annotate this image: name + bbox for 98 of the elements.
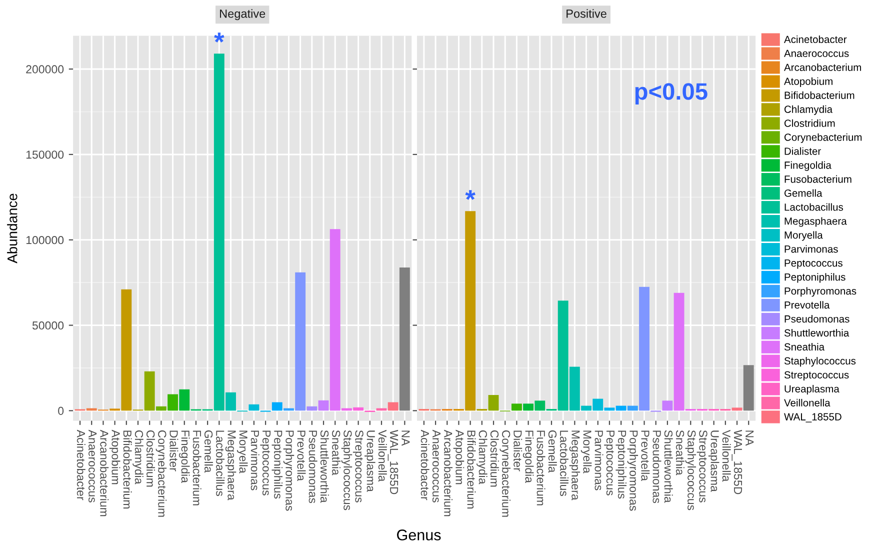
x-tick-label: Chlamydia [132, 430, 144, 484]
legend-label: Peptoniphilus [784, 273, 846, 283]
x-tick-label: Parvimonas [250, 430, 260, 490]
annotation: p<0.05 [635, 83, 708, 105]
x-tick-label: Peptoniphilus [616, 430, 626, 499]
legend-label: Gemella [784, 189, 822, 197]
legend-label: Parvimonas [784, 245, 838, 253]
legend-label: Dialister [784, 147, 821, 155]
legend-label: Porphyromonas [784, 287, 856, 297]
annotation: * [465, 190, 476, 200]
y-axis-title: Abundance [7, 194, 18, 264]
x-tick-label: Gemella [204, 430, 213, 473]
legend-label: Prevotella [784, 301, 830, 309]
legend-label: Staphylococcus [784, 356, 856, 367]
legend-label: Atopobium [784, 77, 832, 88]
x-tick-label: Anaerococcus [88, 430, 97, 502]
legend-label: Streptococcus [784, 371, 849, 381]
x-tick-label: NA [402, 430, 410, 446]
x-tick-label: Prevotella [297, 430, 306, 482]
legend-label: Chlamydia [784, 105, 833, 115]
legend-label: Pseudomonas [784, 315, 850, 323]
x-tick-label: Parvimonas [594, 430, 604, 490]
x-tick-label: Staphylococcus [341, 430, 352, 510]
chart-title: Negative [220, 9, 266, 20]
x-tick-label: Pseudomonas [652, 430, 662, 504]
x-tick-label: Pseudomonas [308, 430, 318, 504]
legend-label: Clostridium [784, 119, 835, 127]
x-tick-label: Dialister [170, 430, 178, 472]
x-tick-label: Shuttleworthia [320, 430, 329, 503]
x-tick-label: Clostridium [146, 430, 155, 487]
y-tick-label: 200000 [26, 65, 64, 74]
legend-label: Fusobacterium [784, 175, 852, 183]
annotation: * [214, 32, 224, 42]
x-tick-label: Sneathia [332, 430, 340, 476]
legend-label: Lactobacillus [784, 203, 844, 211]
x-tick-label: WAL_1855D [388, 430, 398, 494]
x-tick-label: Streptococcus [696, 430, 708, 502]
legend-label: Peptococcus [784, 260, 842, 269]
y-tick-label: 0 [58, 406, 64, 415]
x-tick-label: Acinetobacter [76, 430, 86, 500]
x-tick-label: Veillonella [378, 430, 387, 482]
x-tick-label: Ureaplasma [364, 430, 376, 492]
x-tick-label: Peptococcus [260, 430, 270, 496]
x-tick-label: Atopobium [109, 430, 120, 484]
x-tick-label: Megasphaera [569, 430, 580, 500]
x-tick-label: Lactobacillus [560, 430, 568, 496]
x-tick-label: Fusobacterium [536, 430, 546, 506]
x-tick-label: Peptoniphilus [272, 430, 283, 499]
x-tick-label: Bifidobacterium [467, 430, 476, 508]
x-tick-label: Finegoldia [522, 430, 534, 483]
x-tick-label: Staphylococcus [685, 430, 696, 510]
x-tick-label: Clostridium [490, 430, 499, 487]
legend-label: WAL_1855D [784, 413, 842, 422]
x-tick-label: Porphyromonas [627, 430, 638, 511]
legend-label: Bifidobacterium [784, 91, 854, 99]
y-tick-label: 150000 [26, 150, 64, 159]
x-tick-label: Veillonella [722, 430, 731, 482]
x-tick-label: Arcanobacterium [100, 430, 109, 516]
x-tick-label: Megasphaera [225, 430, 236, 500]
x-tick-label: Bifidobacterium [123, 430, 132, 508]
legend-label: Sneathia [784, 343, 825, 351]
x-tick-label: Ureaplasma [708, 430, 720, 492]
x-tick-label: Atopobium [453, 430, 464, 484]
legend-label: Anaerococcus [784, 50, 849, 58]
y-tick-label: 50000 [32, 321, 64, 330]
x-tick-label: Moryella [580, 430, 592, 474]
legend-label: Veillonella [784, 398, 830, 406]
legend-label: Ureaplasma [784, 384, 840, 395]
legend-label: Arcanobacterium [784, 63, 861, 71]
chart-title: Positive [566, 9, 606, 18]
x-tick-label: Anaerococcus [432, 430, 440, 502]
x-tick-label: Prevotella [641, 430, 650, 482]
x-tick-label: Corynebacterium [500, 430, 510, 517]
legend-label: Acinetobacter [784, 35, 847, 44]
x-tick-label: Fusobacterium [192, 430, 202, 506]
x-tick-label: Acinetobacter [420, 430, 430, 500]
legend-label: Moryella [784, 231, 823, 241]
x-tick-label: Dialister [514, 430, 522, 472]
x-tick-label: Shuttleworthia [664, 430, 673, 503]
x-tick-label: Moryella [236, 430, 248, 474]
legend-label: Megasphaera [784, 217, 847, 227]
legend-label: Finegoldia [784, 161, 832, 171]
x-tick-label: Streptococcus [352, 430, 364, 502]
x-tick-label: Sneathia [676, 430, 684, 476]
x-tick-label: Peptococcus [604, 430, 614, 496]
x-tick-label: Corynebacterium [156, 430, 167, 517]
x-tick-label: Gemella [548, 430, 557, 473]
x-tick-label: Chlamydia [476, 430, 488, 484]
x-tick-label: WAL_1855D [732, 430, 742, 494]
x-tick-label: Arcanobacterium [444, 430, 453, 516]
x-tick-label: Finegoldia [179, 430, 190, 483]
x-tick-label: NA [746, 430, 754, 446]
x-axis-title: Genus [397, 530, 441, 540]
y-tick-label: 100000 [26, 236, 64, 244]
x-tick-label: Lactobacillus [216, 430, 225, 496]
legend-label: Corynebacterium [784, 133, 862, 143]
x-tick-label: Porphyromonas [283, 430, 294, 511]
legend-label: Shuttleworthia [784, 329, 850, 337]
